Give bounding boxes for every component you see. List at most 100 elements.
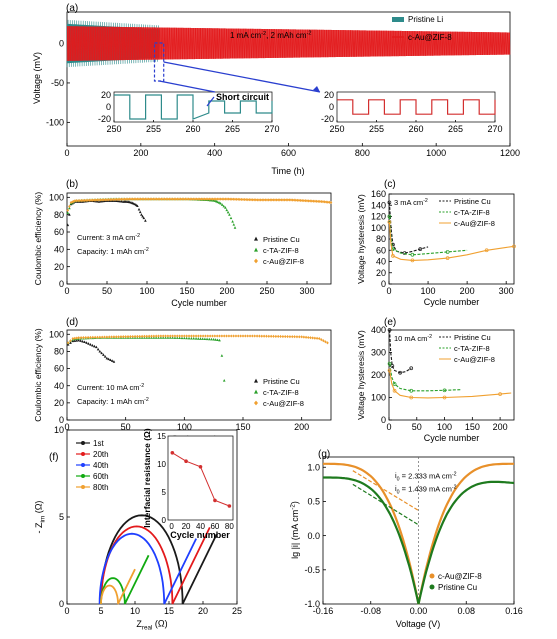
b-point [184, 197, 187, 201]
b-legend-marker [254, 247, 258, 252]
b-point [158, 197, 162, 201]
f-inset-point [198, 465, 203, 469]
b-point [73, 199, 77, 203]
b-xlabel: Cycle number [171, 298, 227, 308]
f-inset-ytick-label: 10 [157, 460, 166, 469]
panel-b: (b) 0 50 100 150 200 250 300 0 20 40 60 80 100 Cycle n… [33, 179, 333, 308]
d-point [178, 336, 181, 340]
d-point [306, 335, 310, 340]
c-condition: 3 mA cm-2 [394, 198, 428, 207]
g-i0-au: i0 = 2.333 mA cm-2 [395, 471, 457, 482]
a-annotation-arrow [206, 96, 215, 107]
b-point [112, 197, 115, 202]
b-point [120, 197, 123, 201]
d-point [281, 334, 285, 339]
b-point [248, 198, 251, 202]
g-xtick-label: -0.08 [360, 606, 381, 616]
c-point [410, 258, 415, 263]
d-point [140, 334, 144, 338]
b-capacity: Capacity: 1 mAh cm-2 [77, 247, 149, 256]
f-legend-marker [81, 485, 85, 489]
c-point [402, 251, 407, 255]
d-point [91, 335, 95, 339]
d-point [126, 335, 130, 339]
f-inset-xtick-label: 60 [210, 522, 219, 531]
a-xtick-label: 1200 [500, 148, 520, 158]
d-point [109, 358, 112, 362]
b-point [176, 197, 179, 201]
b-point [228, 213, 231, 216]
d-point [112, 360, 116, 363]
d-ytick-label: 20 [54, 398, 64, 408]
b-point [150, 197, 154, 201]
b-point [104, 198, 107, 202]
d-point [290, 335, 294, 339]
b-point [281, 198, 285, 202]
d-point [320, 338, 323, 342]
g-ytick-label: 1.0 [307, 462, 320, 472]
e-legend-0: Pristine Cu [439, 333, 491, 342]
b-point [257, 198, 261, 202]
d-point [216, 338, 219, 342]
d-point [203, 337, 207, 341]
b-point [284, 198, 288, 202]
e-point [387, 368, 392, 373]
d-point [244, 334, 247, 338]
e-point [442, 395, 447, 400]
f-inset-ytick-label: 5 [162, 488, 167, 497]
b-legend-marker [254, 236, 258, 241]
f-legend-label: 80th [93, 483, 109, 492]
g-xtick-label: -0.16 [313, 606, 334, 616]
a-series-au-zif [66, 26, 511, 61]
d-point [133, 334, 137, 339]
a-zoom-box [153, 42, 165, 82]
b-point [96, 198, 99, 202]
d-point [185, 336, 188, 340]
b-point [272, 198, 275, 202]
b-point [91, 198, 94, 202]
b-point [174, 197, 178, 201]
d-ytick-label: 100 [49, 329, 64, 339]
d-point [86, 335, 90, 340]
d-point [183, 336, 186, 340]
a-inset-xtick-label: 270 [487, 124, 502, 134]
d-point [208, 334, 212, 338]
f-xlabel: Zreal (Ω) [136, 619, 167, 632]
f-legend-label: 40th [93, 461, 109, 470]
a-inset-xtick-label: 260 [408, 124, 423, 134]
f-panel-label: (f) [49, 452, 58, 463]
f-series-60th [100, 554, 150, 605]
d-point [114, 335, 118, 339]
e-legend-2-label: c-Au@ZIF-8 [454, 355, 495, 364]
f-inset-point [170, 451, 175, 455]
d-current: Current: 10 mA cm-2 [77, 383, 144, 392]
d-point [180, 336, 184, 340]
b-point [185, 197, 189, 201]
a-inset-ytick-label: 20 [101, 90, 111, 100]
d-point [210, 337, 213, 341]
f-inset: 0 20 40 60 80 0 5 10 15 Cycle number Interfacial r… [142, 428, 234, 540]
d-point [100, 335, 104, 339]
b-point [139, 197, 142, 201]
d-point [93, 344, 96, 348]
b-point [118, 197, 122, 201]
b-point [256, 198, 259, 202]
b-point [246, 198, 250, 202]
b-point [280, 198, 283, 202]
d-point [103, 355, 107, 358]
e-ylabel: Voltage hysteresis (mV) [356, 330, 366, 420]
d-point [66, 341, 70, 345]
d-xtick-label: 100 [177, 422, 192, 432]
e-ytick-label: 0 [381, 415, 386, 425]
b-point [300, 198, 304, 203]
d-point [69, 341, 72, 344]
c-series-2 [388, 222, 515, 261]
e-point [498, 392, 502, 396]
b-point [115, 197, 118, 202]
a-inset-ytick-label: 0 [329, 102, 334, 112]
b-point [136, 197, 139, 201]
b-point [94, 198, 98, 202]
b-point [321, 200, 325, 204]
d-point [117, 335, 120, 339]
